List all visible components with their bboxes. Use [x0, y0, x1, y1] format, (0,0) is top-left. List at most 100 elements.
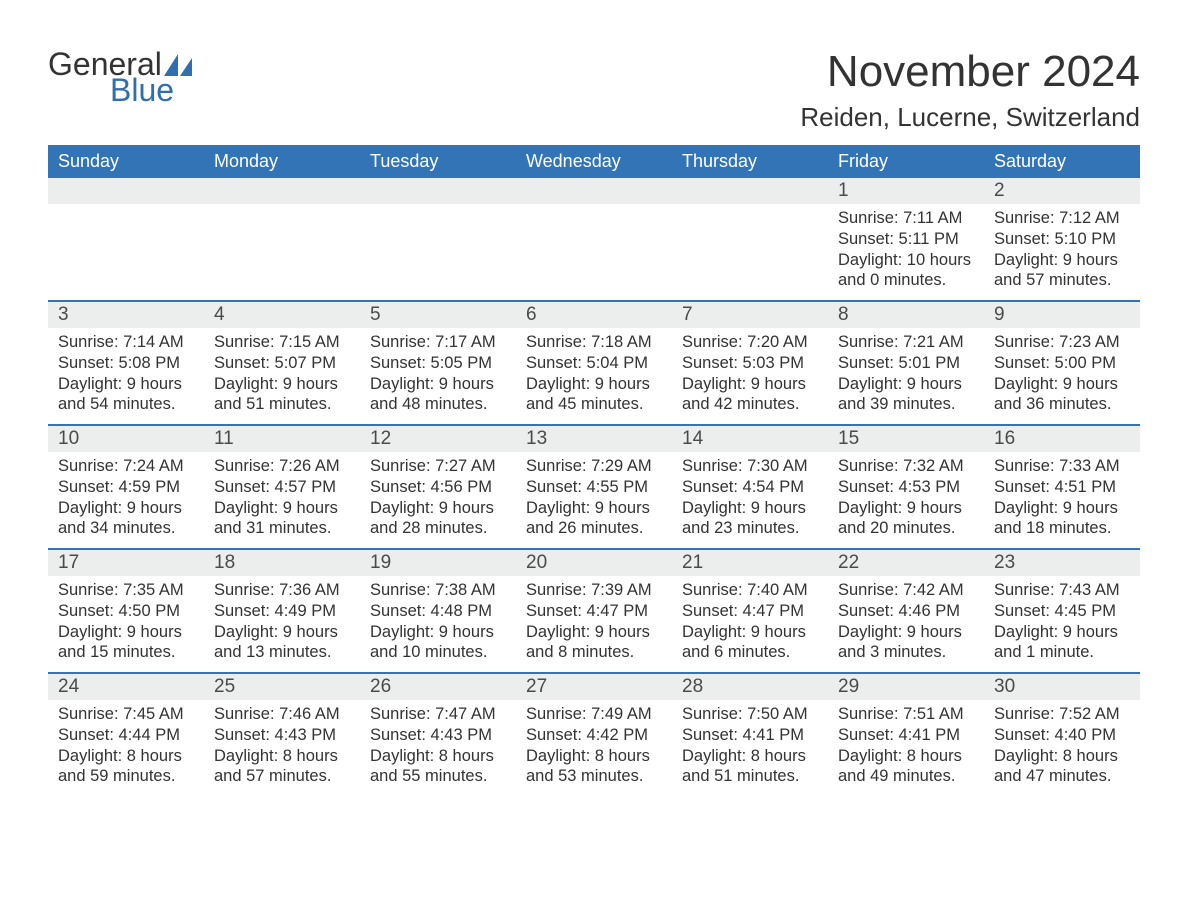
sunrise-text: Sunrise: 7:24 AM — [58, 456, 194, 477]
day-cell: Sunrise: 7:24 AMSunset: 4:59 PMDaylight:… — [48, 452, 204, 548]
daylight-text: Daylight: 8 hours and 57 minutes. — [214, 746, 350, 787]
sunrise-text: Sunrise: 7:42 AM — [838, 580, 974, 601]
day-number: 14 — [672, 426, 828, 452]
daylight-text: Daylight: 8 hours and 51 minutes. — [682, 746, 818, 787]
sunrise-text: Sunrise: 7:26 AM — [214, 456, 350, 477]
week-daynum-row: 24252627282930 — [48, 672, 1140, 700]
sunrise-text: Sunrise: 7:33 AM — [994, 456, 1130, 477]
daylight-text: Daylight: 9 hours and 20 minutes. — [838, 498, 974, 539]
day-cell: Sunrise: 7:15 AMSunset: 5:07 PMDaylight:… — [204, 328, 360, 424]
week-body-row: Sunrise: 7:14 AMSunset: 5:08 PMDaylight:… — [48, 328, 1140, 424]
day-number: 30 — [984, 674, 1140, 700]
day-number: 17 — [48, 550, 204, 576]
sunset-text: Sunset: 4:45 PM — [994, 601, 1130, 622]
sunset-text: Sunset: 5:08 PM — [58, 353, 194, 374]
day-cell: Sunrise: 7:51 AMSunset: 4:41 PMDaylight:… — [828, 700, 984, 796]
logo-word-2: Blue — [110, 74, 192, 106]
sunrise-text: Sunrise: 7:29 AM — [526, 456, 662, 477]
sunrise-text: Sunrise: 7:12 AM — [994, 208, 1130, 229]
week-body-row: Sunrise: 7:35 AMSunset: 4:50 PMDaylight:… — [48, 576, 1140, 672]
page-title: November 2024 — [800, 48, 1140, 96]
location: Reiden, Lucerne, Switzerland — [800, 102, 1140, 133]
day-cell — [672, 204, 828, 300]
day-cell: Sunrise: 7:40 AMSunset: 4:47 PMDaylight:… — [672, 576, 828, 672]
sunset-text: Sunset: 4:56 PM — [370, 477, 506, 498]
header: General Blue November 2024 Reiden, Lucer… — [48, 48, 1140, 133]
day-of-week-cell: Monday — [204, 145, 360, 178]
day-number: 11 — [204, 426, 360, 452]
day-number: 1 — [828, 178, 984, 204]
sunset-text: Sunset: 4:53 PM — [838, 477, 974, 498]
daylight-text: Daylight: 9 hours and 42 minutes. — [682, 374, 818, 415]
daylight-text: Daylight: 9 hours and 28 minutes. — [370, 498, 506, 539]
daylight-text: Daylight: 10 hours and 0 minutes. — [838, 250, 974, 291]
day-cell: Sunrise: 7:18 AMSunset: 5:04 PMDaylight:… — [516, 328, 672, 424]
day-of-week-cell: Saturday — [984, 145, 1140, 178]
daylight-text: Daylight: 9 hours and 8 minutes. — [526, 622, 662, 663]
sunrise-text: Sunrise: 7:49 AM — [526, 704, 662, 725]
day-number: 25 — [204, 674, 360, 700]
day-cell: Sunrise: 7:46 AMSunset: 4:43 PMDaylight:… — [204, 700, 360, 796]
day-cell: Sunrise: 7:43 AMSunset: 4:45 PMDaylight:… — [984, 576, 1140, 672]
day-cell: Sunrise: 7:52 AMSunset: 4:40 PMDaylight:… — [984, 700, 1140, 796]
sunrise-text: Sunrise: 7:17 AM — [370, 332, 506, 353]
day-cell — [360, 204, 516, 300]
day-number: 6 — [516, 302, 672, 328]
day-number: 4 — [204, 302, 360, 328]
sunrise-text: Sunrise: 7:38 AM — [370, 580, 506, 601]
sunrise-text: Sunrise: 7:40 AM — [682, 580, 818, 601]
sunset-text: Sunset: 4:41 PM — [682, 725, 818, 746]
daylight-text: Daylight: 9 hours and 26 minutes. — [526, 498, 662, 539]
day-of-week-cell: Sunday — [48, 145, 204, 178]
daylight-text: Daylight: 9 hours and 31 minutes. — [214, 498, 350, 539]
logo: General Blue — [48, 48, 192, 106]
sunset-text: Sunset: 4:47 PM — [682, 601, 818, 622]
day-number: 24 — [48, 674, 204, 700]
day-number: 23 — [984, 550, 1140, 576]
daylight-text: Daylight: 8 hours and 49 minutes. — [838, 746, 974, 787]
sunset-text: Sunset: 4:42 PM — [526, 725, 662, 746]
day-cell: Sunrise: 7:26 AMSunset: 4:57 PMDaylight:… — [204, 452, 360, 548]
sunrise-text: Sunrise: 7:52 AM — [994, 704, 1130, 725]
week-daynum-row: 3456789 — [48, 300, 1140, 328]
daylight-text: Daylight: 9 hours and 39 minutes. — [838, 374, 974, 415]
sunset-text: Sunset: 5:10 PM — [994, 229, 1130, 250]
day-cell: Sunrise: 7:29 AMSunset: 4:55 PMDaylight:… — [516, 452, 672, 548]
day-cell: Sunrise: 7:38 AMSunset: 4:48 PMDaylight:… — [360, 576, 516, 672]
daylight-text: Daylight: 8 hours and 53 minutes. — [526, 746, 662, 787]
daylight-text: Daylight: 8 hours and 59 minutes. — [58, 746, 194, 787]
sunset-text: Sunset: 4:46 PM — [838, 601, 974, 622]
day-cell: Sunrise: 7:14 AMSunset: 5:08 PMDaylight:… — [48, 328, 204, 424]
day-number: 13 — [516, 426, 672, 452]
week-daynum-row: 17181920212223 — [48, 548, 1140, 576]
day-number — [516, 178, 672, 204]
day-cell: Sunrise: 7:27 AMSunset: 4:56 PMDaylight:… — [360, 452, 516, 548]
daylight-text: Daylight: 9 hours and 6 minutes. — [682, 622, 818, 663]
sunset-text: Sunset: 4:59 PM — [58, 477, 194, 498]
day-cell — [516, 204, 672, 300]
day-number: 9 — [984, 302, 1140, 328]
day-cell — [204, 204, 360, 300]
day-number — [48, 178, 204, 204]
week-daynum-row: 10111213141516 — [48, 424, 1140, 452]
sunset-text: Sunset: 4:48 PM — [370, 601, 506, 622]
sunset-text: Sunset: 5:00 PM — [994, 353, 1130, 374]
day-cell: Sunrise: 7:17 AMSunset: 5:05 PMDaylight:… — [360, 328, 516, 424]
sunset-text: Sunset: 4:49 PM — [214, 601, 350, 622]
daylight-text: Daylight: 9 hours and 51 minutes. — [214, 374, 350, 415]
week-body-row: Sunrise: 7:45 AMSunset: 4:44 PMDaylight:… — [48, 700, 1140, 796]
sunset-text: Sunset: 4:44 PM — [58, 725, 194, 746]
daylight-text: Daylight: 9 hours and 13 minutes. — [214, 622, 350, 663]
day-cell: Sunrise: 7:50 AMSunset: 4:41 PMDaylight:… — [672, 700, 828, 796]
week-body-row: Sunrise: 7:11 AMSunset: 5:11 PMDaylight:… — [48, 204, 1140, 300]
day-of-week-cell: Thursday — [672, 145, 828, 178]
day-cell: Sunrise: 7:47 AMSunset: 4:43 PMDaylight:… — [360, 700, 516, 796]
daylight-text: Daylight: 9 hours and 23 minutes. — [682, 498, 818, 539]
day-of-week-cell: Wednesday — [516, 145, 672, 178]
sunset-text: Sunset: 4:50 PM — [58, 601, 194, 622]
daylight-text: Daylight: 9 hours and 48 minutes. — [370, 374, 506, 415]
daylight-text: Daylight: 8 hours and 55 minutes. — [370, 746, 506, 787]
sunrise-text: Sunrise: 7:30 AM — [682, 456, 818, 477]
day-number: 19 — [360, 550, 516, 576]
daylight-text: Daylight: 9 hours and 34 minutes. — [58, 498, 194, 539]
